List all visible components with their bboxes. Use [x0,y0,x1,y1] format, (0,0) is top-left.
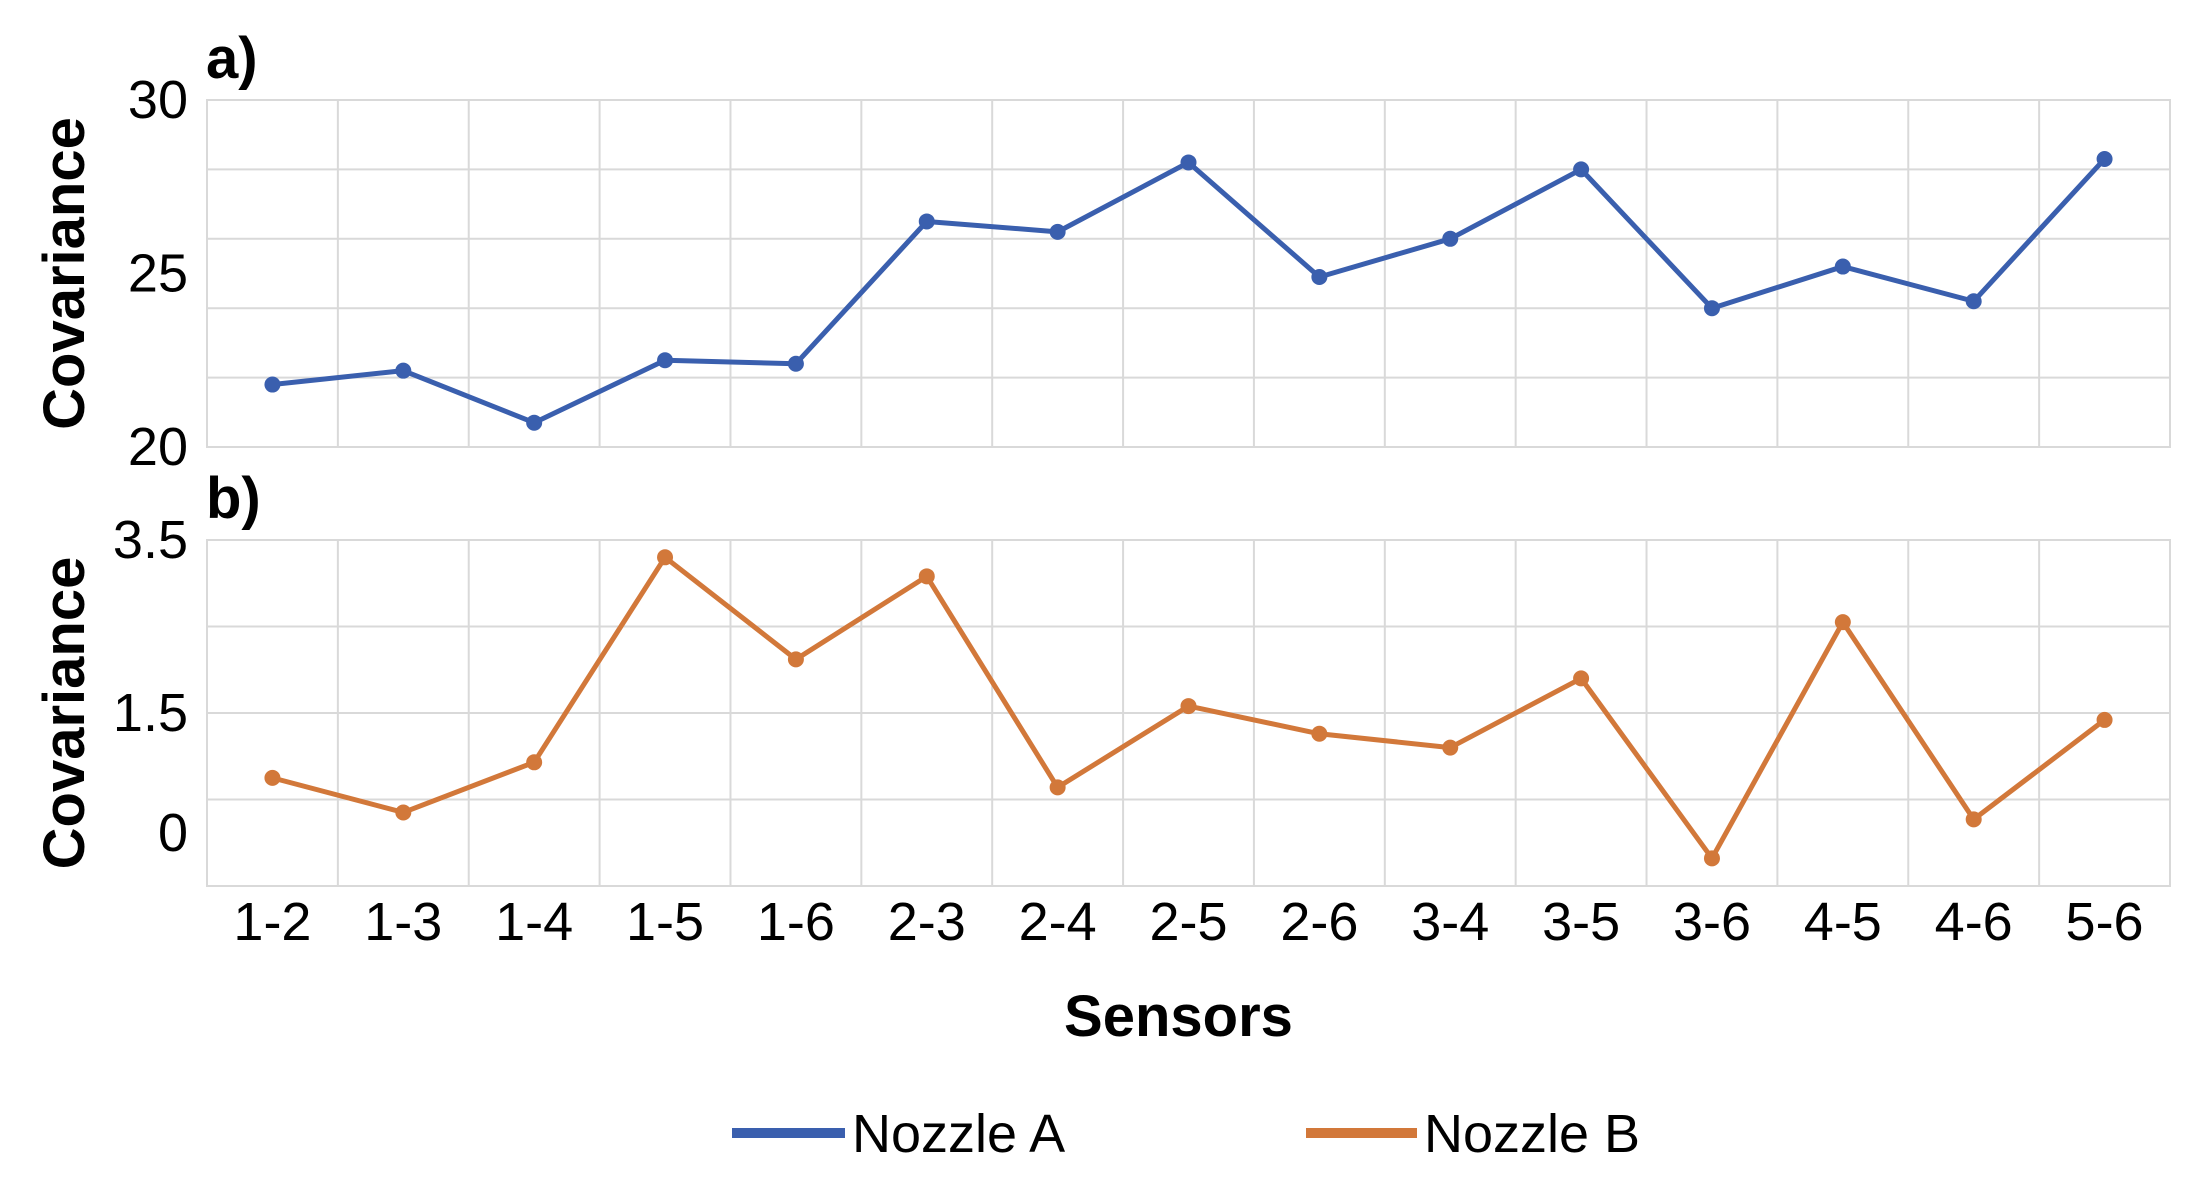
x-tick-label: 4-6 [1935,892,2013,952]
data-point [1442,230,1459,247]
panel-a: 30 25 20 a) Covariance [32,26,2171,477]
panel-b-y-tick-label: 3.5 [113,510,188,570]
panel-a-y-tick-label: 20 [128,417,188,477]
panel-b-y-tick-label: 1.5 [113,683,188,743]
data-point [787,651,804,668]
panel-b-frame [206,539,2171,887]
series-line-nozzle-a [272,157,2107,426]
x-tick-label: 1-6 [757,892,835,952]
data-point [395,804,412,821]
data-point [657,549,674,566]
data-point [264,769,281,786]
data-point [1965,811,1982,828]
panel-b-series [264,549,2113,867]
data-point [1965,293,1982,310]
data-point [2096,150,2113,167]
legend-label-nozzle-a: Nozzle A [852,1104,1065,1164]
panel-b-y-ticks: 3.5 1.5 0 [113,510,188,863]
data-point [526,414,543,431]
data-point [1703,850,1720,867]
data-point [1834,614,1851,631]
data-point [1311,725,1328,742]
x-tick-label: 3-6 [1673,892,1751,952]
data-point [395,362,412,379]
data-point [1180,698,1197,715]
data-point [1703,300,1720,317]
data-point [787,355,804,372]
panel-b-y-axis-label: Covariance [32,557,97,870]
x-tick-label: 2-3 [888,892,966,952]
x-tick-label: 2-4 [1019,892,1097,952]
x-tick-label: 1-3 [364,892,442,952]
data-point [2096,711,2113,728]
x-tick-label: 2-5 [1149,892,1227,952]
panel-a-y-axis-label: Covariance [32,117,97,430]
data-point [1573,670,1590,687]
panel-a-label: a) [206,26,258,91]
data-point [1834,258,1851,275]
panel-a-frame [206,99,2171,448]
data-point [264,376,281,393]
x-axis-ticks: 1-2 1-3 1-4 1-5 1-6 2-3 2-4 2-5 2-6 3-4 3-5 3-6 4-5 4… [233,892,2143,952]
panel-a-y-tick-label: 25 [128,244,188,304]
x-tick-label: 5-6 [2066,892,2144,952]
data-point [1180,154,1197,171]
panel-a-y-ticks: 30 25 20 [128,70,188,477]
x-tick-label: 1-5 [626,892,704,952]
data-point [526,754,543,771]
data-point [1311,268,1328,285]
data-point [1442,739,1459,756]
x-tick-label: 3-5 [1542,892,1620,952]
panel-a-y-tick-label: 30 [128,70,188,130]
data-point [1049,779,1066,796]
legend: Nozzle A Nozzle B [732,1104,1640,1164]
x-axis-label: Sensors [1064,984,1293,1049]
legend-label-nozzle-b: Nozzle B [1424,1104,1640,1164]
x-tick-label: 1-2 [233,892,311,952]
x-tick-label: 4-5 [1804,892,1882,952]
data-point [1573,161,1590,178]
panel-b-y-tick-label: 0 [158,803,188,863]
panel-a-series [264,150,2113,431]
x-tick-label: 3-4 [1411,892,1489,952]
data-point [657,352,674,369]
panel-b: 3.5 1.5 0 b) Covariance [32,466,2171,887]
x-tick-label: 1-4 [495,892,573,952]
panel-b-label: b) [206,466,261,531]
x-tick-label: 2-6 [1280,892,1358,952]
data-point [918,213,935,230]
data-point [918,568,935,585]
data-point [1049,223,1066,240]
panel-a-grid [207,100,2170,447]
